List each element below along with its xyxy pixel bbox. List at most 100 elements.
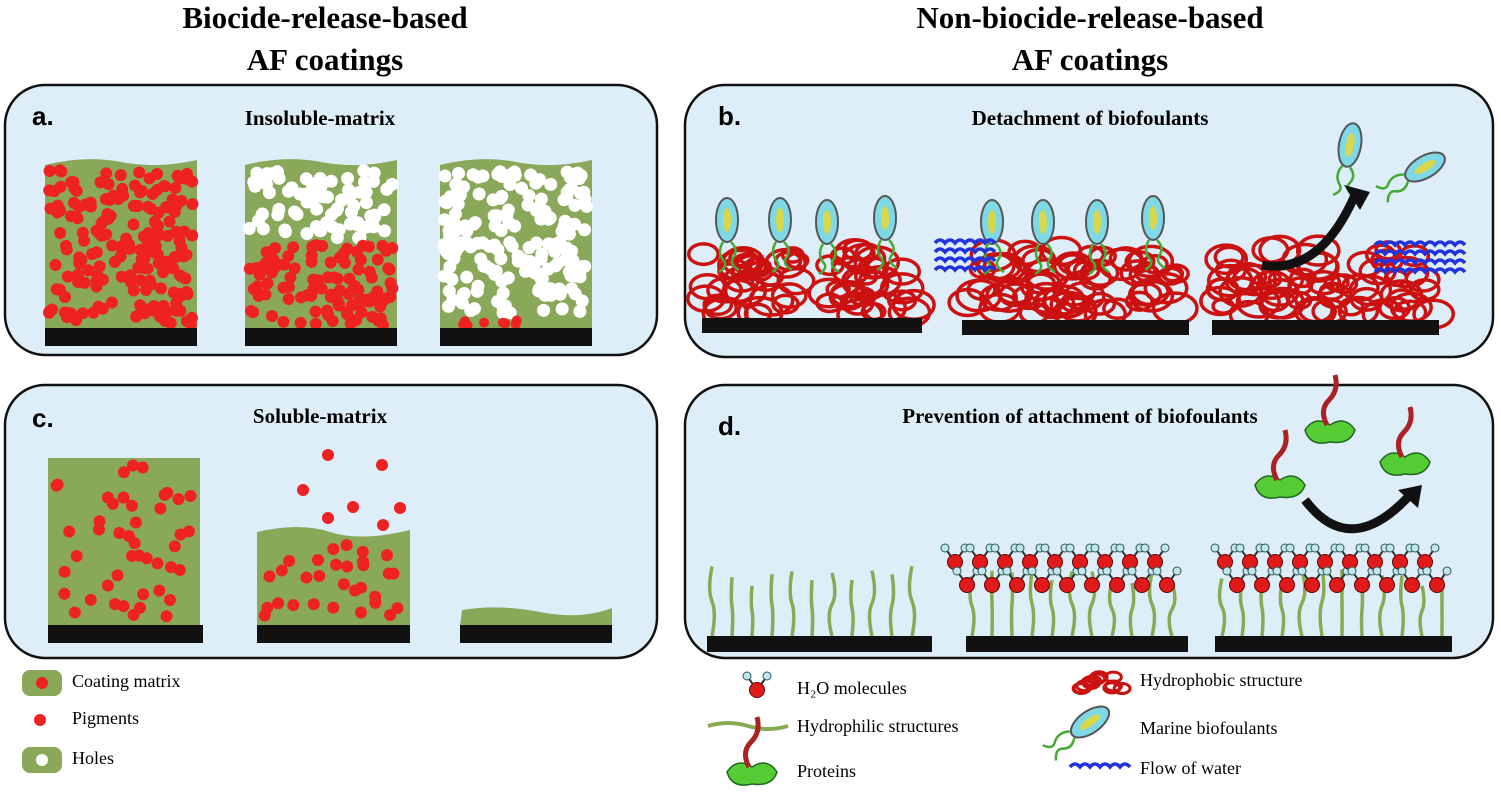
water-flow — [933, 238, 997, 246]
dot — [391, 602, 404, 615]
substrate — [245, 328, 397, 346]
hydrophobic — [1052, 251, 1094, 281]
dot — [278, 258, 291, 271]
dot — [268, 261, 281, 274]
oxygen — [1109, 577, 1125, 593]
hydrophobic — [1258, 290, 1299, 320]
substrate — [962, 320, 1189, 335]
dot — [311, 554, 324, 567]
dot — [341, 308, 354, 321]
dot — [82, 264, 95, 277]
hydrophilic — [809, 580, 815, 637]
protein — [743, 716, 761, 769]
hydrogen — [1272, 566, 1282, 576]
dot — [573, 304, 587, 318]
tail — [1088, 243, 1110, 276]
hydrophobic — [979, 283, 1018, 312]
dot — [102, 212, 115, 225]
hydrogen — [1442, 566, 1452, 576]
dot — [366, 174, 380, 188]
dot — [360, 196, 374, 210]
hydrophobic — [770, 282, 808, 309]
hydrophilic — [1399, 575, 1405, 637]
nucleus — [881, 206, 889, 230]
dot — [534, 212, 548, 226]
oxygen — [1404, 577, 1420, 593]
hydrogen — [1430, 543, 1440, 553]
dot — [245, 305, 258, 318]
dot — [93, 227, 106, 240]
hydrophilic — [1147, 572, 1157, 637]
dot — [61, 270, 74, 283]
hydrogen — [1222, 566, 1232, 576]
hydrophobic — [785, 251, 810, 270]
dot — [125, 549, 138, 562]
hydrogen — [1015, 543, 1025, 553]
dot — [282, 280, 295, 293]
dot — [99, 193, 112, 206]
dot — [488, 219, 502, 233]
substrate — [702, 318, 922, 333]
dot — [522, 189, 536, 203]
hydrophilic — [907, 565, 917, 637]
dot — [86, 247, 99, 260]
hydrophobic — [687, 242, 720, 267]
dot — [161, 229, 174, 242]
hydrogen — [1172, 566, 1182, 576]
dot — [186, 229, 199, 242]
dot — [377, 519, 389, 531]
dot — [307, 283, 320, 296]
hydrophilic — [1167, 581, 1177, 637]
dot — [580, 199, 594, 213]
dot — [114, 169, 127, 182]
dot — [275, 564, 288, 577]
dot — [365, 271, 378, 284]
dot — [362, 240, 375, 253]
oxygen — [1254, 577, 1270, 593]
dot — [337, 578, 350, 591]
hydrophilic — [1028, 571, 1036, 637]
dot — [117, 600, 130, 613]
dot — [78, 234, 91, 247]
dot — [380, 549, 393, 562]
dot — [111, 569, 124, 582]
dot — [70, 549, 83, 562]
water-flow — [933, 247, 997, 255]
dot — [352, 283, 365, 296]
dot — [491, 167, 505, 181]
dot — [300, 195, 314, 209]
biofoulant — [715, 197, 740, 274]
hydrophobic — [985, 278, 1033, 313]
dot — [537, 303, 551, 317]
dot — [67, 196, 80, 209]
dot — [449, 177, 463, 191]
oxygen — [984, 577, 1000, 593]
dot — [166, 193, 179, 206]
dot — [324, 174, 338, 188]
dot — [457, 287, 471, 301]
tail — [1375, 173, 1410, 203]
dot — [548, 259, 562, 273]
heading: Biocide-release-based — [182, 0, 467, 35]
hydrophobic — [702, 293, 734, 317]
hydrogen — [1040, 543, 1050, 553]
dot — [272, 597, 285, 610]
oxygen — [1084, 577, 1100, 593]
hydrogen — [1422, 566, 1432, 576]
dot — [71, 212, 84, 225]
legend-label: Pigments — [72, 708, 139, 728]
dot — [523, 254, 537, 268]
dot — [137, 588, 150, 601]
legend-icon — [1080, 675, 1100, 689]
dot — [243, 262, 256, 275]
dot — [277, 315, 290, 328]
protein — [1321, 374, 1339, 427]
dot — [134, 274, 147, 287]
hydrophobic — [1213, 245, 1245, 269]
hydrophobic — [717, 248, 763, 282]
dot — [283, 554, 296, 567]
hydrophobic — [1052, 274, 1097, 307]
hydrogen — [1385, 543, 1395, 553]
dot — [367, 220, 381, 234]
heading: AF coatings — [247, 42, 403, 77]
